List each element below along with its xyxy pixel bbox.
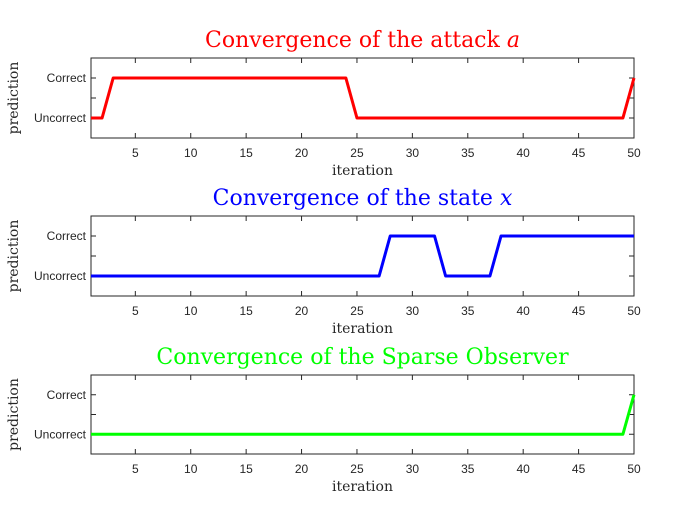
y-tick-label: Correct	[47, 71, 87, 85]
x-tick-label: 10	[184, 304, 198, 318]
y-axis-label: prediction	[6, 62, 22, 135]
x-tick-label: 45	[572, 462, 586, 476]
y-tick-label: Uncorrect	[34, 427, 87, 441]
x-axis-label: iteration	[332, 479, 393, 495]
x-tick-label: 20	[295, 146, 309, 160]
chart-title: Convergence of the state x	[213, 186, 513, 211]
x-axis-label: iteration	[332, 163, 393, 179]
x-tick-label: 25	[350, 462, 364, 476]
axes-box	[90, 374, 635, 455]
x-axis-label: iteration	[332, 321, 393, 337]
chart-panel-3: Convergence of the Sparse Observer 5 10 15 2…	[6, 345, 641, 495]
chart-title: Convergence of the attack a	[205, 28, 520, 53]
x-tick-label: 40	[517, 462, 531, 476]
series-line	[91, 76, 636, 120]
x-tick-label: 50	[627, 304, 641, 318]
x-tick-label: 40	[517, 304, 531, 318]
y-tick-label: Correct	[47, 229, 87, 243]
y-tick-label: Uncorrect	[34, 111, 87, 125]
x-tick-label: 45	[572, 146, 586, 160]
x-tick-label: 5	[132, 304, 139, 318]
x-tick-label: 10	[184, 462, 198, 476]
y-tick-label: Correct	[47, 388, 87, 402]
x-tick-label: 30	[406, 462, 420, 476]
chart-panel-2: Convergence of the state x 5 10 15 20 25 30 35 4…	[6, 186, 641, 337]
x-tick-label: 15	[239, 146, 253, 160]
x-tick-label: 5	[132, 146, 139, 160]
x-tick-label: 5	[132, 462, 139, 476]
x-tick-label: 50	[627, 462, 641, 476]
x-tick-label: 20	[295, 304, 309, 318]
x-tick-label: 15	[239, 304, 253, 318]
x-tick-label: 50	[627, 146, 641, 160]
x-tick-label: 40	[517, 146, 531, 160]
chart-panel-1: Convergence of the attack a 5 10 15 20 25 30 35…	[6, 28, 641, 179]
x-tick-label: 35	[461, 462, 475, 476]
series-line	[91, 234, 634, 278]
x-tick-label: 30	[406, 146, 420, 160]
x-tick-label: 25	[350, 304, 364, 318]
x-tick-label: 30	[406, 304, 420, 318]
y-tick-label: Uncorrect	[34, 269, 87, 283]
chart-title: Convergence of the Sparse Observer	[156, 345, 569, 370]
x-tick-label: 35	[461, 146, 475, 160]
x-tick-label: 15	[239, 462, 253, 476]
y-axis-label: prediction	[6, 378, 22, 451]
axes-box	[90, 215, 635, 297]
x-tick-label: 35	[461, 304, 475, 318]
x-tick-label: 25	[350, 146, 364, 160]
series-line	[91, 394, 636, 436]
y-axis-label: prediction	[6, 220, 22, 293]
x-tick-label: 10	[184, 146, 198, 160]
x-tick-label: 20	[295, 462, 309, 476]
x-tick-label: 45	[572, 304, 586, 318]
axes-box	[90, 57, 635, 139]
